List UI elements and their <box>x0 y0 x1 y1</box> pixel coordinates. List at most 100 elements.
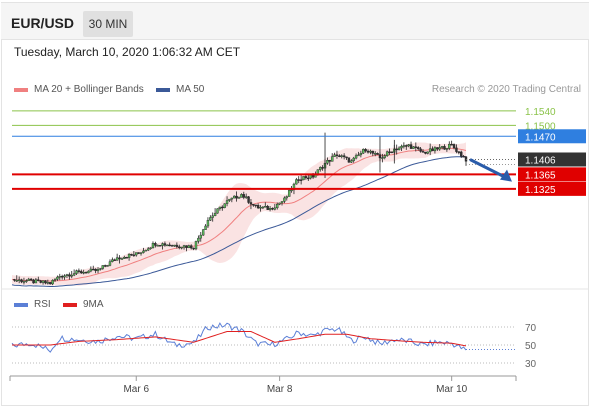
candle <box>108 259 112 267</box>
candle <box>132 251 136 257</box>
ma20-line <box>11 147 467 282</box>
candle <box>247 196 250 204</box>
candle <box>285 195 288 201</box>
candle <box>424 151 427 155</box>
candle <box>350 159 353 163</box>
candle <box>374 151 377 157</box>
last-price-tag <box>518 152 586 167</box>
candle <box>115 253 119 261</box>
candle <box>149 247 152 250</box>
candle <box>455 144 458 154</box>
level-tag-4 <box>518 181 586 196</box>
timeframe-badge[interactable]: 30 MIN <box>83 11 133 37</box>
candle <box>376 152 379 155</box>
copyright-label: Research © 2020 Trading Central <box>431 84 581 95</box>
candle <box>338 154 341 158</box>
candle <box>192 247 195 251</box>
candle <box>256 203 260 210</box>
candle <box>39 279 42 284</box>
candle <box>197 235 200 244</box>
rsi-label: RSI <box>34 299 51 310</box>
candle <box>63 274 66 280</box>
rsi-swatch <box>14 302 28 307</box>
candle <box>330 153 334 162</box>
candle <box>462 155 465 158</box>
x-tick-label-1: Mar 8 <box>267 384 293 395</box>
level-tag-3 <box>518 167 586 182</box>
candle <box>328 159 331 166</box>
candle <box>125 256 128 259</box>
candle <box>233 195 236 199</box>
candle <box>49 282 52 285</box>
9ma-swatch <box>63 302 77 307</box>
candle <box>41 280 45 285</box>
candle <box>146 246 150 252</box>
candle <box>113 258 116 261</box>
candle <box>53 278 57 282</box>
forecast-arrow-head <box>500 169 512 182</box>
ma20-label: MA 20 + Bollinger Bands <box>34 84 144 95</box>
candle <box>94 268 97 274</box>
candle <box>118 255 121 264</box>
candle <box>75 269 78 275</box>
candle <box>240 193 243 198</box>
candle <box>58 273 61 281</box>
candle <box>345 156 348 161</box>
candle <box>87 270 90 274</box>
candle <box>362 148 365 154</box>
candle <box>20 278 23 284</box>
candle <box>44 280 47 285</box>
candle <box>302 176 305 181</box>
symbol-label: EUR/USD <box>11 15 75 31</box>
candle <box>436 147 439 151</box>
candle <box>261 206 265 210</box>
candle <box>221 205 224 211</box>
candle <box>333 152 336 157</box>
candle <box>103 264 107 268</box>
candle <box>211 212 214 222</box>
candle <box>242 191 245 200</box>
candle <box>139 252 143 256</box>
candle <box>409 141 413 149</box>
last-price-label: 1.1406 <box>525 155 556 166</box>
candle <box>249 199 253 210</box>
candle <box>68 272 71 280</box>
candle <box>34 277 38 284</box>
candle <box>187 244 191 249</box>
candle <box>206 217 210 229</box>
candle <box>137 252 140 255</box>
level-label-2: 1.1470 <box>525 132 556 143</box>
candle <box>77 268 81 274</box>
rsi-ma-line <box>12 331 467 347</box>
candle <box>111 257 114 263</box>
candle <box>448 141 451 151</box>
candle <box>421 149 425 153</box>
level-label-0: 1.1540 <box>525 107 556 118</box>
candle <box>180 246 183 250</box>
candle <box>216 208 219 214</box>
candle <box>273 203 277 211</box>
rsi-tick-label-1: 50 <box>525 341 537 352</box>
candle <box>271 207 274 211</box>
datetime-label: Tuesday, March 10, 2020 1:06:32 AM CET <box>14 45 241 59</box>
candle <box>280 201 284 206</box>
candle <box>209 215 212 222</box>
candle <box>340 154 343 159</box>
candle <box>388 148 391 155</box>
candle <box>390 151 394 154</box>
candle <box>194 240 198 251</box>
candle <box>99 268 102 271</box>
candle <box>51 279 54 286</box>
candle <box>299 175 303 185</box>
candle <box>106 265 109 267</box>
candle <box>185 245 188 252</box>
candle <box>457 151 461 155</box>
candle <box>80 269 83 274</box>
candle <box>27 277 30 282</box>
level-label-1: 1.1500 <box>525 121 556 132</box>
candle <box>92 265 95 271</box>
ma50-swatch <box>156 87 170 92</box>
candle <box>252 204 255 207</box>
candle <box>426 151 429 155</box>
candle <box>235 191 238 202</box>
